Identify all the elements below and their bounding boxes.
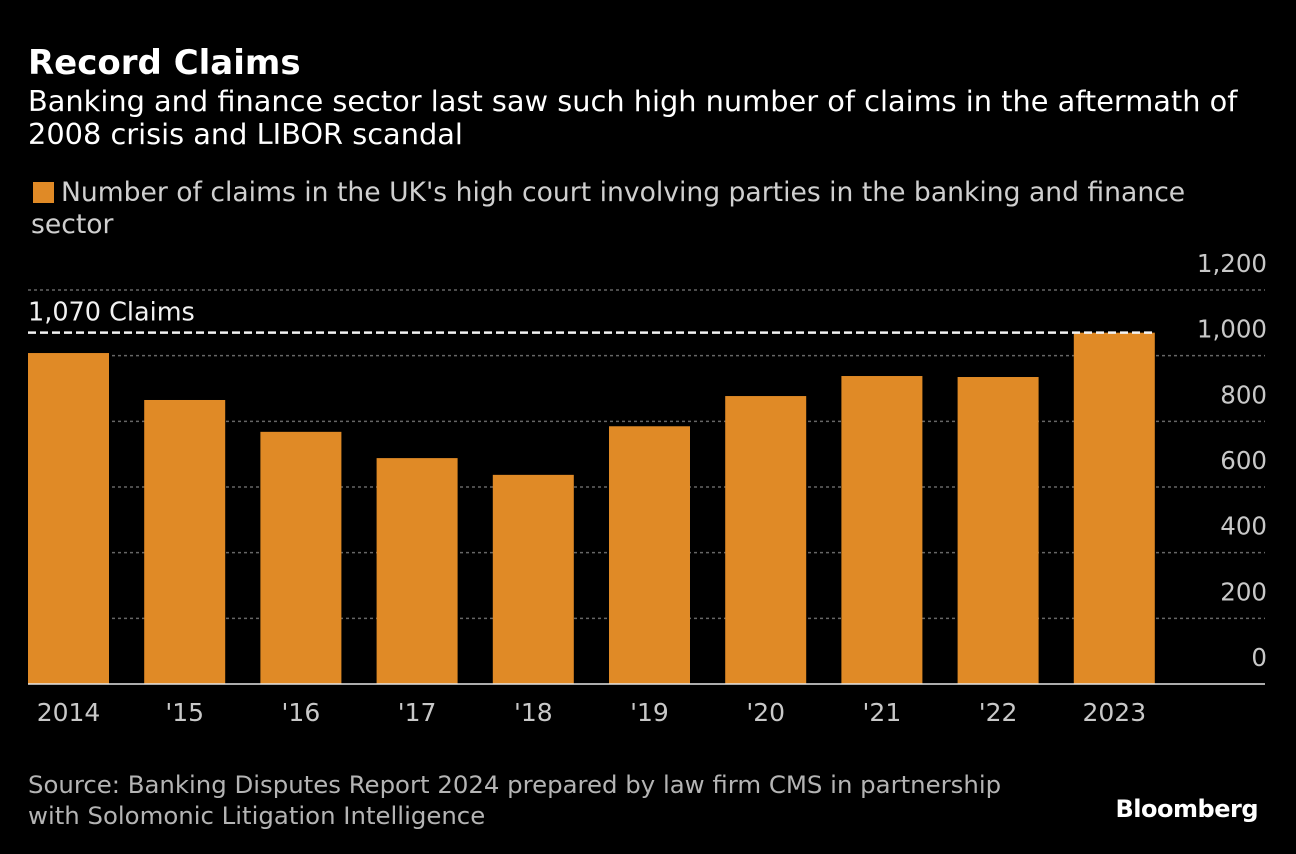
- chart-subtitle-line-1: Banking and finance sector last saw such…: [28, 84, 1238, 118]
- source-line-1: Source: Banking Disputes Report 2024 pre…: [28, 770, 1001, 799]
- bar-22: [957, 377, 1039, 684]
- y-tick-label: 1,000: [1197, 315, 1267, 344]
- y-tick-label: 800: [1220, 380, 1267, 409]
- x-tick-label: '20: [746, 698, 785, 727]
- chart-subtitle-line-2: 2008 crisis and LIBOR scandal: [28, 117, 463, 151]
- chart-title: Record Claims: [28, 43, 301, 83]
- bars: [28, 332, 1155, 684]
- x-tick-label: '15: [165, 698, 204, 727]
- y-axis-tick-labels: 0 200 400 600 800 1,000 1,200: [1197, 249, 1267, 672]
- bar-2014: [28, 353, 109, 684]
- legend: Number of claims in the UK's high court …: [31, 177, 1185, 240]
- bar-15: [144, 399, 226, 684]
- bar-2023: [1073, 332, 1155, 684]
- legend-label-line-2: sector: [31, 209, 114, 240]
- source-line-2: with Solomonic Litigation Intelligence: [28, 801, 485, 830]
- legend-label-line-1: Number of claims in the UK's high court …: [61, 177, 1185, 208]
- y-tick-label: 600: [1220, 446, 1267, 475]
- x-tick-label: '18: [514, 698, 553, 727]
- y-tick-label: 200: [1220, 577, 1267, 606]
- y-tick-label: 400: [1220, 512, 1267, 541]
- y-tick-label: 1,200: [1197, 249, 1267, 278]
- x-axis-tick-labels: 2014 '15 '16 '17 '18 '19 '20 '21 '22 2023: [37, 698, 1146, 727]
- reference-line-label: 1,070 Claims: [28, 298, 195, 328]
- bar-18: [492, 474, 574, 684]
- x-tick-label: 2023: [1082, 698, 1146, 727]
- x-tick-label: 2014: [37, 698, 101, 727]
- reference-annotation: 1,070 Claims: [28, 298, 1155, 334]
- bloomberg-logo: Bloomberg: [1116, 795, 1258, 823]
- y-tick-label: 0: [1251, 643, 1267, 672]
- x-tick-label: '21: [863, 698, 902, 727]
- bar-16: [260, 431, 342, 684]
- bar-19: [609, 426, 690, 684]
- bar-20: [725, 396, 807, 684]
- bar-21: [841, 376, 923, 684]
- bar-17: [376, 458, 458, 684]
- x-tick-label: '22: [979, 698, 1018, 727]
- x-tick-label: '17: [398, 698, 437, 727]
- x-tick-label: '16: [282, 698, 321, 727]
- legend-swatch: [33, 182, 54, 203]
- x-tick-label: '19: [630, 698, 669, 727]
